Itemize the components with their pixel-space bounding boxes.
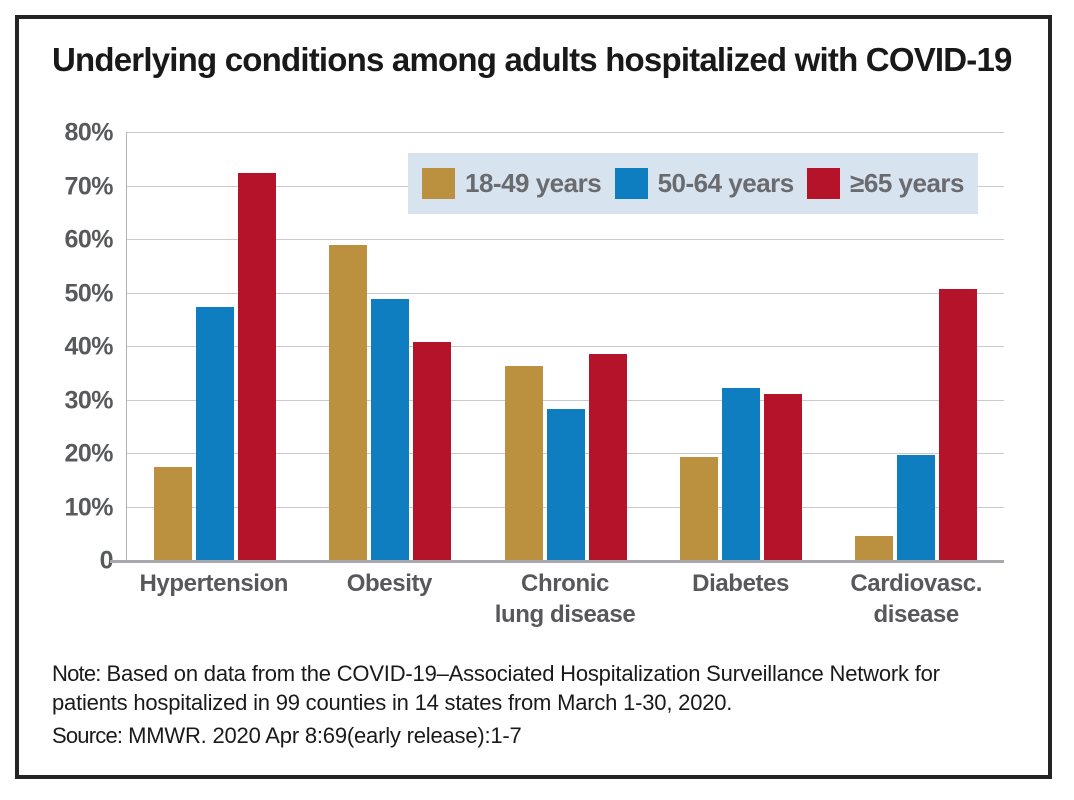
- bar-50-64-years: [546, 408, 585, 561]
- bars-container: [127, 133, 1004, 561]
- legend-entry: 50-64 years: [614, 168, 795, 199]
- source-prefix: Source:: [52, 723, 123, 748]
- x-axis-label-chronic-lung-disease: Chronic lung disease: [477, 569, 653, 630]
- x-axis-label-line: Chronic: [521, 570, 609, 597]
- y-tick-label-0: 0: [99, 546, 114, 575]
- legend-label: ≥65 years: [850, 168, 964, 198]
- y-tick-label-40: 40%: [64, 332, 113, 361]
- plot-area: 18-49 years 50-64 years ≥65 years 80% 70% 60…: [64, 119, 1004, 575]
- x-axis-label-line: Obesity: [346, 570, 433, 597]
- x-axis-label-line: lung disease: [494, 600, 636, 628]
- bar-18-49-years: [329, 245, 368, 561]
- note-body: Based on data from the COVID-19–Associat…: [52, 661, 940, 715]
- bar-18-49-years: [679, 456, 718, 561]
- bar-50-64-years: [721, 388, 760, 561]
- source-body: MMWR. 2020 Apr 8:69(early release):1-7: [128, 723, 522, 748]
- legend-swatch: [422, 168, 455, 199]
- bar-50-64-years: [897, 455, 936, 561]
- x-axis-label-diabetes: Diabetes: [653, 569, 829, 630]
- x-axis-label-line: Diabetes: [692, 570, 789, 597]
- x-axis-line: [110, 560, 1004, 563]
- y-tick-label-30: 30%: [64, 386, 113, 414]
- x-axis-label-obesity: Obesity: [302, 569, 478, 630]
- bar-50-64-years: [371, 298, 410, 561]
- legend-swatch: [807, 168, 841, 199]
- bar--65-years: [763, 393, 802, 561]
- note-text: Note: Based on data from the COVID-19–As…: [52, 660, 1020, 717]
- x-axis-label-line: Hypertension: [139, 570, 289, 597]
- chart-card: Underlying conditions among adults hospi…: [15, 15, 1052, 779]
- bar-50-64-years: [195, 306, 234, 561]
- note-prefix: Note:: [52, 661, 101, 686]
- y-tick-label-50: 50%: [64, 279, 113, 307]
- bar-18-49-years: [153, 466, 192, 561]
- source-text: Source: MMWR. 2020 Apr 8:69(early releas…: [52, 723, 1020, 749]
- legend-swatch: [614, 168, 648, 199]
- y-tick-label-60: 60%: [64, 225, 113, 254]
- bar--65-years: [588, 353, 627, 561]
- legend-entry: 18-49 years: [422, 168, 602, 199]
- y-tick-label-70: 70%: [64, 172, 113, 200]
- bar--65-years: [413, 341, 452, 561]
- x-axis-labels: Hypertension Obesity Chronic lung disease Di…: [126, 569, 1004, 630]
- bar-group-diabetes: [653, 133, 828, 561]
- y-tick-label-20: 20%: [64, 439, 113, 468]
- gridline-60: [127, 239, 1004, 240]
- bar-group-cardiovasc-disease: [829, 133, 1004, 561]
- legend-entry: ≥65 years: [807, 168, 964, 199]
- gridline-50: [127, 292, 1004, 294]
- x-axis-label-cardiovasc-disease: Cardiovasc. disease: [828, 569, 1004, 630]
- legend: 18-49 years 50-64 years ≥65 years: [408, 153, 978, 214]
- gridline-30: [127, 399, 1004, 401]
- bar-18-49-years: [855, 535, 894, 561]
- bar-group-hypertension: [127, 133, 302, 561]
- gridline-40: [127, 346, 1004, 347]
- chart-title: Underlying conditions among adults hospi…: [52, 41, 1012, 78]
- y-tick-label-10: 10%: [64, 493, 113, 521]
- legend-label: 18-49 years: [465, 168, 602, 198]
- bar-group-chronic-lung-disease: [478, 133, 653, 561]
- bar-group-obesity: [302, 133, 477, 561]
- bar-18-49-years: [504, 365, 543, 561]
- x-axis-label-line: Cardiovasc.: [850, 570, 982, 597]
- bar--65-years: [237, 172, 276, 561]
- x-axis-label-line: disease: [873, 600, 960, 628]
- x-axis-label-hypertension: Hypertension: [126, 569, 302, 630]
- legend-label: 50-64 years: [657, 168, 795, 198]
- bar--65-years: [939, 289, 978, 561]
- y-tick-label-80: 80%: [64, 118, 113, 147]
